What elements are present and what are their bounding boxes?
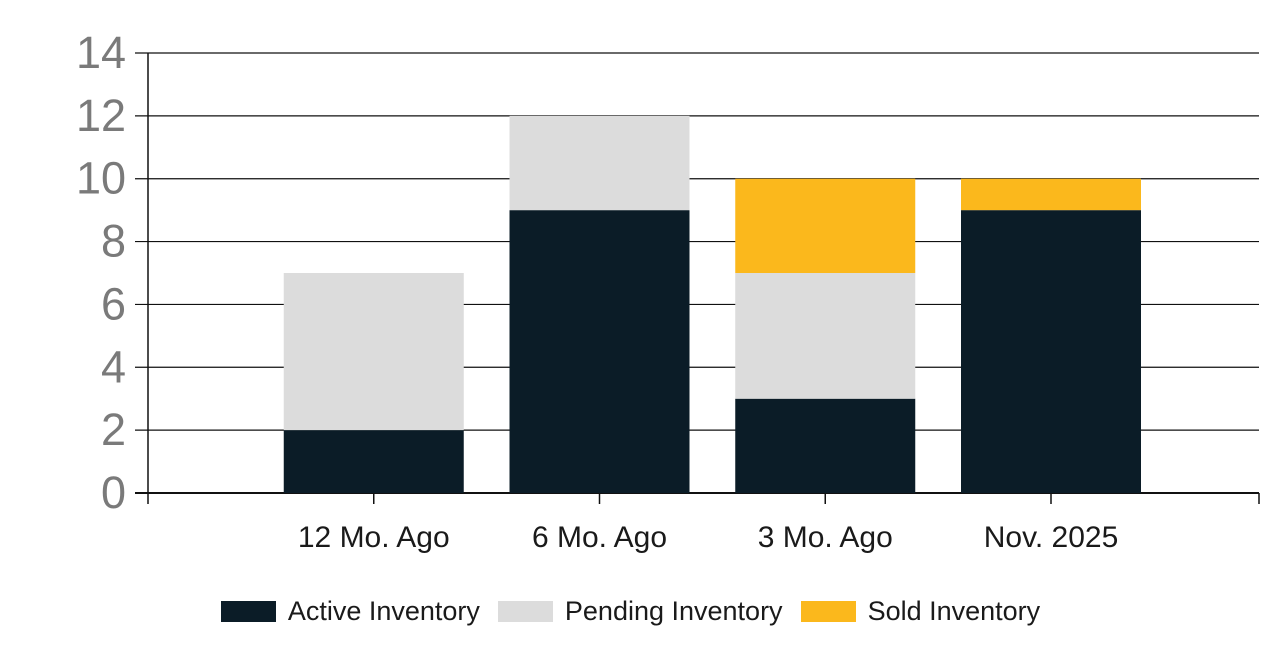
bar-segment-sold-inventory-nov-2025 — [961, 178, 1141, 211]
legend-item-pending-inventory: Pending Inventory — [497, 596, 783, 627]
chart-plot-area: 0 2 4 6 8 10 12 14 12 Mo. Ago 6 Mo. Ago 3 Mo. Ago N… — [76, 27, 1260, 554]
x-axis-category-label: 6 Mo. Ago — [532, 521, 667, 554]
bar-segment-pending-inventory-12-mo-ago — [283, 273, 464, 431]
legend-label-active-inventory: Active Inventory — [287, 596, 480, 626]
x-axis-category-label: 12 Mo. Ago — [298, 521, 450, 554]
bar-segment-active-inventory-6-mo-ago — [509, 210, 690, 493]
bar-segment-active-inventory-3-mo-ago — [735, 398, 916, 493]
chart-legend: Active Inventory Pending Inventory Sold … — [0, 596, 1261, 627]
y-axis-tick-label: 6 — [101, 278, 126, 329]
bar-segment-sold-inventory-3-mo-ago — [735, 178, 916, 273]
y-axis-tick-label: 4 — [101, 341, 126, 392]
bar-segment-active-inventory-12-mo-ago — [283, 430, 464, 493]
y-axis-tick-label: 10 — [76, 153, 126, 204]
y-axis-tick-label: 8 — [101, 216, 126, 267]
x-axis-category-label: Nov. 2025 — [984, 521, 1119, 554]
legend-swatch-active-inventory — [220, 601, 276, 622]
bar-segment-pending-inventory-3-mo-ago — [735, 273, 916, 399]
y-axis-tick-label: 0 — [101, 467, 126, 518]
legend-label-pending-inventory: Pending Inventory — [564, 596, 783, 626]
y-axis-tick-label: 14 — [76, 27, 126, 78]
legend-item-sold-inventory: Sold Inventory — [800, 596, 1041, 627]
bar-segment-active-inventory-nov-2025 — [961, 210, 1141, 493]
y-axis-tick-label: 2 — [101, 404, 126, 455]
x-axis-category-label: 3 Mo. Ago — [758, 521, 893, 554]
y-axis-tick-label: 12 — [76, 90, 126, 141]
bar-segment-pending-inventory-6-mo-ago — [509, 115, 690, 211]
legend-swatch-sold-inventory — [800, 601, 856, 622]
legend-item-active-inventory: Active Inventory — [220, 596, 480, 627]
legend-label-sold-inventory: Sold Inventory — [867, 596, 1041, 626]
legend-swatch-pending-inventory — [497, 601, 553, 622]
